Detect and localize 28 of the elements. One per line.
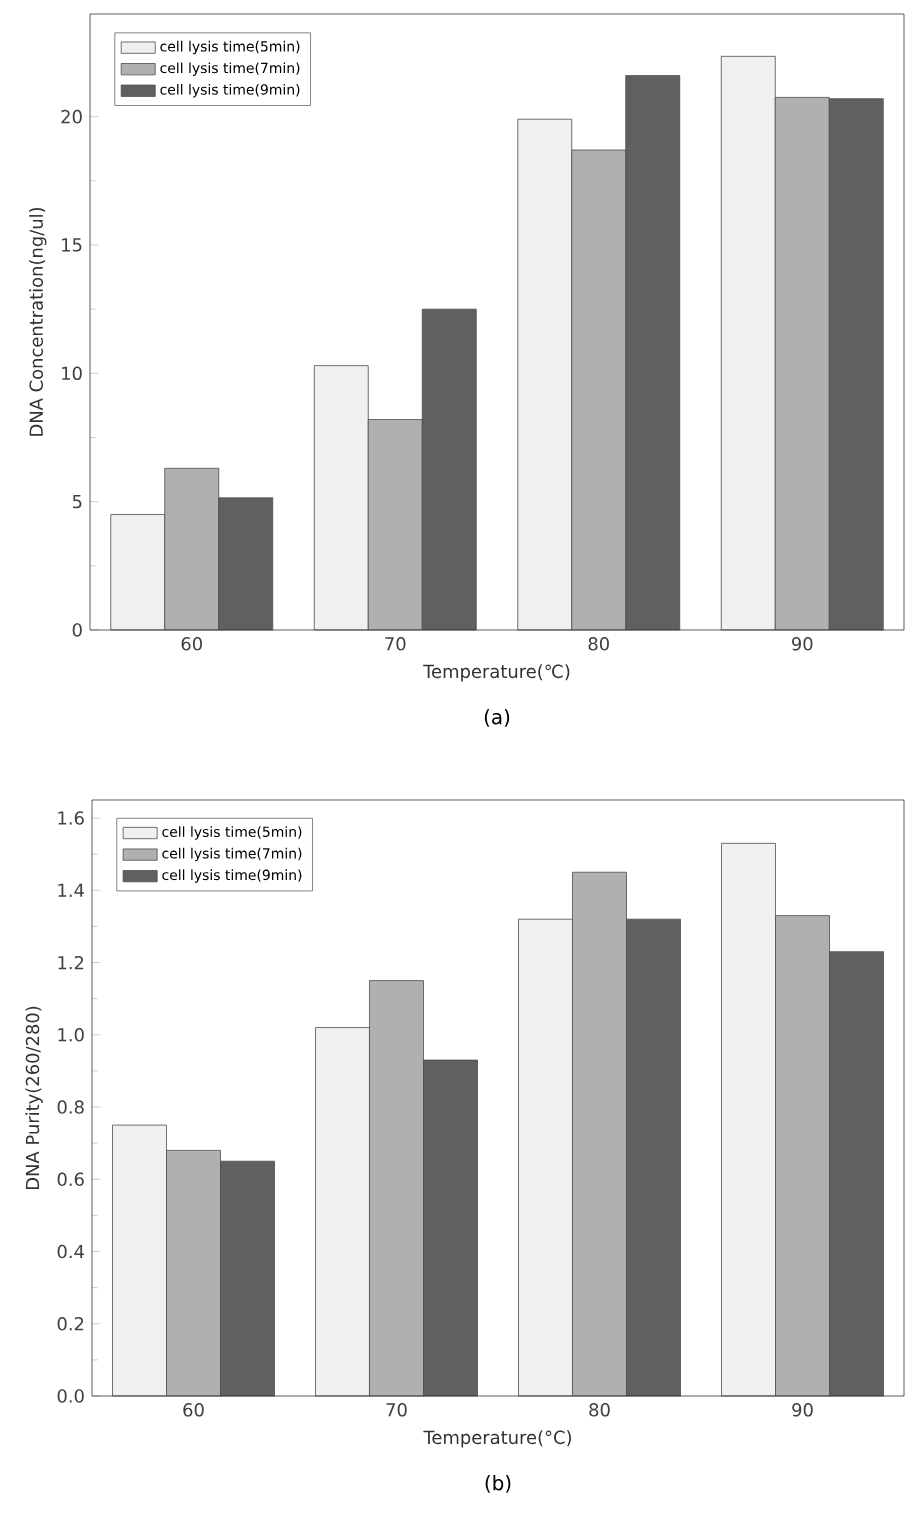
x-axis-title: Temperature(℃) (423, 664, 570, 682)
y-axis-title: DNA Purity(260/280) (25, 1006, 43, 1190)
x-axis-title: Temperature(°C) (423, 1430, 572, 1448)
x-tick-label: 60 (183, 1403, 204, 1417)
x-tick-label: 60 (181, 637, 202, 651)
y-tick-label: 1.4 (58, 883, 84, 897)
y-tick-label: 1.6 (58, 811, 84, 825)
x-tick-label: 70 (386, 1403, 407, 1417)
y-tick-label: 5 (72, 495, 82, 509)
x-tick-label: 90 (792, 1403, 813, 1417)
x-tick-label: 80 (589, 1403, 610, 1417)
y-tick-label: 15 (62, 238, 82, 252)
text: (a) (484, 709, 510, 727)
x-tick-label: 80 (588, 637, 609, 651)
text: (b) (485, 1475, 511, 1493)
y-tick-label: 0.0 (57, 1389, 84, 1403)
y-tick-label: 0.8 (57, 1100, 84, 1114)
y-tick-label: 20 (61, 109, 82, 124)
y-tick-label: 0.4 (57, 1244, 84, 1259)
x-tick-label: 90 (791, 637, 813, 651)
y-tick-label: 0.6 (57, 1172, 84, 1187)
y-axis-title: DNA Concentration(ng/ul) (29, 207, 47, 436)
y-tick-label: 0 (72, 623, 82, 637)
y-tick-label: 0.2 (57, 1316, 84, 1331)
y-tick-label: 1.0 (58, 1028, 84, 1042)
x-tick-label: 70 (385, 637, 406, 651)
y-tick-label: 1.2 (58, 955, 84, 970)
y-tick-label: 10 (62, 366, 82, 381)
